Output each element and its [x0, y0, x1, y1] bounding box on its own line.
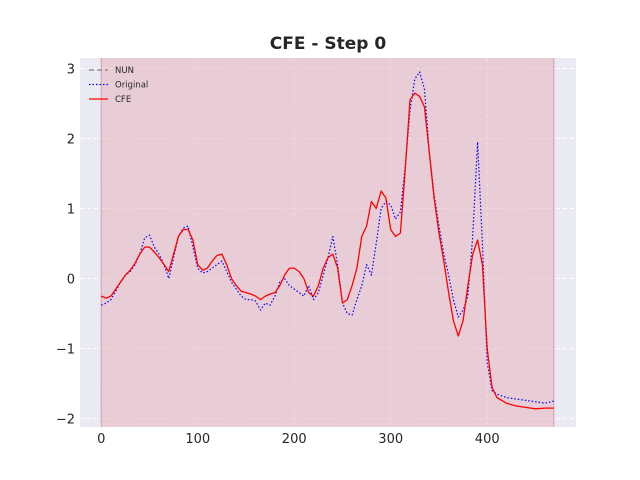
- series-line-original: [100, 71, 554, 404]
- legend-label-cfe: CFE: [115, 95, 131, 105]
- y-tick-label: −2: [56, 413, 75, 428]
- highlight-region: [101, 58, 554, 427]
- y-tick-label: 3: [67, 63, 75, 78]
- x-tick-label: 300: [378, 432, 403, 447]
- tick-labels: 0 100 200 300 400 −2 −1 0 1 2 3: [56, 63, 500, 447]
- y-tick-label: −1: [56, 343, 75, 358]
- legend: NUN Original CFE: [89, 66, 148, 105]
- y-tick-label: 0: [67, 273, 75, 288]
- y-tick-label: 1: [67, 203, 75, 218]
- x-tick-label: 100: [185, 432, 210, 447]
- x-tick-label: 0: [97, 432, 105, 447]
- legend-label-nun: NUN: [115, 66, 134, 76]
- legend-label-original: Original: [115, 81, 148, 91]
- y-tick-label: 2: [67, 133, 75, 148]
- x-tick-label: 200: [282, 432, 307, 447]
- series-layer: [100, 58, 555, 427]
- series-line-cfe: [100, 92, 554, 410]
- chart-title: CFE - Step 0: [270, 34, 387, 54]
- x-tick-label: 400: [475, 432, 500, 447]
